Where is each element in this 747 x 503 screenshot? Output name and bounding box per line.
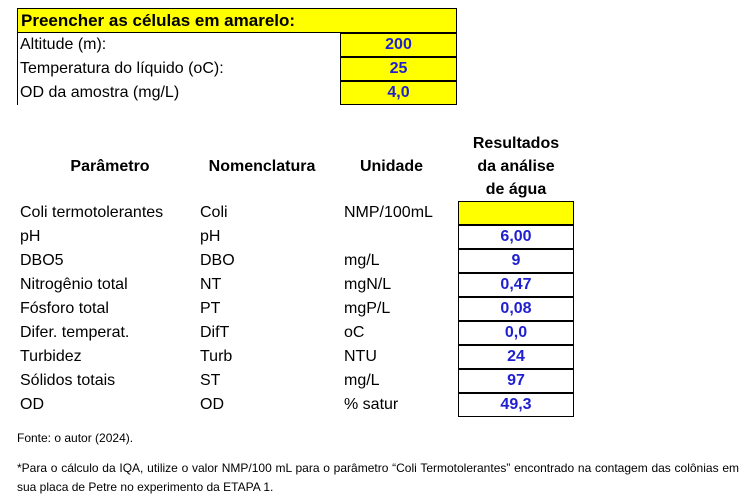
parameter-name: pH <box>20 228 41 245</box>
unit: mgP/L <box>344 300 391 317</box>
header-results-line1: Resultados <box>472 135 560 152</box>
input-label: Altitude (m): <box>20 36 107 53</box>
input-header: Preencher as células em amarelo: <box>17 8 457 33</box>
parameter-name: Sólidos totais <box>20 372 116 389</box>
unit: oC <box>344 324 365 341</box>
source-caption: Fonte: o autor (2024). <box>17 431 134 445</box>
table-row: Difer. temperat. DifT oC 0,0 <box>17 321 574 345</box>
input-value-altitude: 200 <box>340 33 457 57</box>
result-cell: 49,3 <box>458 393 574 417</box>
input-value-temperature: 25 <box>340 57 457 81</box>
table-row: Fósforo total PT mgP/L 0,08 <box>17 297 574 321</box>
parameter-name: OD <box>20 396 44 413</box>
table-row: Nitrogênio total NT mgN/L 0,47 <box>17 273 574 297</box>
table-row: pH pH 6,00 <box>17 225 574 249</box>
table-row: Coli termotolerantes Coli NMP/100mL <box>17 201 574 225</box>
result-cell: 24 <box>458 345 574 369</box>
parameter-name: Fósforo total <box>20 300 109 317</box>
unit: mg/L <box>344 372 380 389</box>
nomenclature: OD <box>200 396 224 413</box>
nomenclature: PT <box>200 300 221 317</box>
nomenclature: DifT <box>200 324 230 341</box>
header-results-line2: da análise <box>477 158 555 175</box>
nomenclature: Coli <box>200 204 228 221</box>
header-nomenclature: Nomenclatura <box>208 158 316 175</box>
nomenclature: NT <box>200 276 222 293</box>
input-value-od: 4,0 <box>340 81 457 105</box>
input-label: OD da amostra (mg/L) <box>20 84 180 101</box>
nomenclature: ST <box>200 372 221 389</box>
result-cell: 0,47 <box>458 273 574 297</box>
nomenclature: Turb <box>200 348 233 365</box>
header-results-line3: de água <box>485 181 547 198</box>
unit: % satur <box>344 396 399 413</box>
parameter-name: DBO5 <box>20 252 64 269</box>
result-cell: 0,08 <box>458 297 574 321</box>
header-parameter: Parâmetro <box>70 158 150 175</box>
result-cell: 6,00 <box>458 225 574 249</box>
input-label: Temperatura do líquido (oC): <box>20 60 224 77</box>
result-cell: 9 <box>458 249 574 273</box>
result-cell-coli <box>458 201 574 225</box>
nomenclature: DBO <box>200 252 235 269</box>
parameter-name: Difer. temperat. <box>20 324 130 341</box>
input-left-border <box>17 33 18 105</box>
result-cell: 0,0 <box>458 321 574 345</box>
unit: mg/L <box>344 252 380 269</box>
parameter-name: Nitrogênio total <box>20 276 128 293</box>
table-row: DBO5 DBO mg/L 9 <box>17 249 574 273</box>
header-unit: Unidade <box>359 158 424 175</box>
unit: mgN/L <box>344 276 392 293</box>
unit: NMP/100mL <box>344 204 433 221</box>
table-row: Turbidez Turb NTU 24 <box>17 345 574 369</box>
footnote: *Para o cálculo da IQA, utilize o valor … <box>17 461 739 494</box>
unit: NTU <box>344 348 377 365</box>
parameter-name: Turbidez <box>20 348 82 365</box>
table-row: Sólidos totais ST mg/L 97 <box>17 369 574 393</box>
nomenclature: pH <box>200 228 221 245</box>
table-row: OD OD % satur 49,3 <box>17 393 574 417</box>
parameter-name: Coli termotolerantes <box>20 204 164 221</box>
result-cell: 97 <box>458 369 574 393</box>
